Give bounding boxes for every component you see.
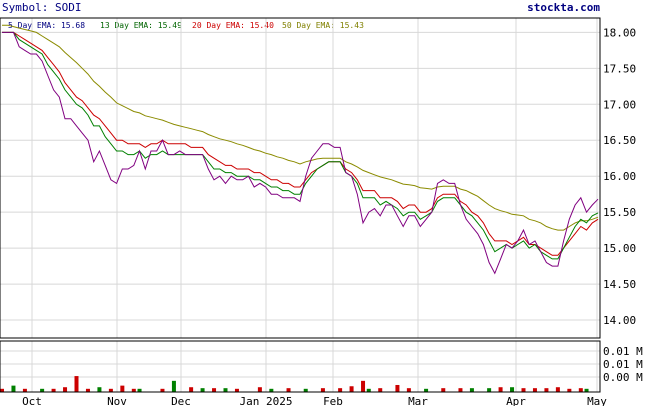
volume-bar	[234, 388, 239, 392]
month-label: Dec	[171, 395, 191, 406]
volume-bar	[303, 388, 308, 392]
volume-tick-label: 0.00 M	[603, 371, 643, 384]
volume-bar	[424, 388, 429, 392]
volume-bar	[120, 385, 125, 392]
price-tick-label: 15.00	[603, 242, 636, 255]
volume-panel-frame	[0, 340, 601, 393]
volume-bar	[0, 388, 4, 392]
volume-axis-labels: 0.01 M0.01 M0.00 M	[603, 345, 643, 384]
volume-bar	[349, 386, 354, 392]
volume-bar	[63, 387, 68, 392]
month-label: Feb	[323, 395, 343, 406]
price-tick-label: 18.00	[603, 26, 636, 39]
volume-bar	[269, 388, 274, 392]
volume-bar	[51, 388, 56, 392]
series-lines	[2, 24, 599, 275]
volume-bar	[137, 388, 142, 392]
site-name[interactable]: stockta.com	[527, 1, 600, 14]
volume-tick-label: 0.01 M	[603, 358, 643, 371]
volume-bar	[160, 388, 165, 392]
volume-bar	[286, 388, 291, 392]
month-label: Apr	[506, 395, 526, 406]
volume-bar	[212, 388, 217, 392]
price-grid	[0, 18, 600, 392]
volume-bar	[578, 388, 583, 392]
ema20-line	[2, 31, 599, 256]
volume-bar	[40, 388, 45, 392]
price-tick-label: 17.00	[603, 98, 636, 111]
volume-bar	[521, 388, 526, 392]
month-label: Oct	[22, 395, 42, 406]
month-label: Nov	[107, 395, 127, 406]
volume-bar	[257, 387, 262, 392]
ema13-line	[2, 31, 599, 260]
month-label: May	[587, 395, 607, 406]
volume-bar	[498, 387, 503, 392]
volume-bar	[338, 388, 343, 392]
volume-bar	[406, 388, 411, 392]
month-label: Mar	[408, 395, 428, 406]
volume-bar	[567, 388, 572, 392]
volume-bar	[361, 380, 366, 392]
price-tick-label: 15.50	[603, 206, 636, 219]
volume-bar	[395, 384, 400, 392]
price-tick-label: 16.00	[603, 170, 636, 183]
price-panel-frame	[0, 17, 601, 339]
volume-bar	[366, 388, 371, 392]
volume-bar	[469, 388, 474, 392]
price-tick-label: 14.00	[603, 314, 636, 327]
legend-ema13: 13 Day EMA: 15.49	[100, 21, 182, 30]
ema5-line	[2, 31, 599, 275]
legend: 5 Day EMA: 15.68 13 Day EMA: 15.49 20 Da…	[8, 21, 364, 30]
volume-grid	[0, 350, 600, 378]
symbol-label: Symbol: SODI	[2, 1, 81, 14]
volume-bar	[131, 388, 136, 392]
volume-tick-label: 0.01 M	[603, 345, 643, 358]
legend-ema5: 5 Day EMA: 15.68	[8, 21, 85, 30]
volume-bar	[555, 387, 560, 392]
price-tick-label: 17.50	[603, 62, 636, 75]
volume-bar	[510, 387, 515, 392]
volume-bar	[189, 387, 194, 392]
price-tick-label: 14.50	[603, 278, 636, 291]
price-tick-label: 16.50	[603, 134, 636, 147]
volume-bar	[97, 387, 102, 392]
legend-ema50: 50 Day EMA: 15.43	[282, 21, 364, 30]
volume-bar	[22, 388, 27, 392]
volume-bar	[441, 388, 446, 392]
volume-bar	[584, 388, 589, 392]
month-label: Jan 2025	[240, 395, 293, 406]
volume-bar	[378, 388, 383, 392]
volume-bar	[74, 376, 79, 392]
volume-bar	[532, 388, 537, 392]
volume-bar	[487, 388, 492, 392]
date-axis-labels: Oct Nov Dec Jan 2025 Feb Mar Apr May	[22, 395, 607, 406]
price-axis-labels: 18.00 17.50 17.00 16.50 16.00 15.50 15.00 14.50…	[603, 26, 636, 327]
volume-bar	[200, 388, 205, 392]
volume-bar	[320, 388, 325, 392]
legend-ema20: 20 Day EMA: 15.40	[192, 21, 274, 30]
ema50-line	[2, 24, 599, 231]
volume-bar	[11, 385, 16, 392]
volume-bar	[544, 388, 549, 392]
volume-bar	[108, 388, 113, 392]
volume-bar	[85, 388, 90, 392]
volume-bar	[223, 388, 228, 392]
volume-bar	[171, 380, 176, 392]
volume-bars	[0, 376, 589, 392]
volume-bar	[458, 388, 463, 392]
